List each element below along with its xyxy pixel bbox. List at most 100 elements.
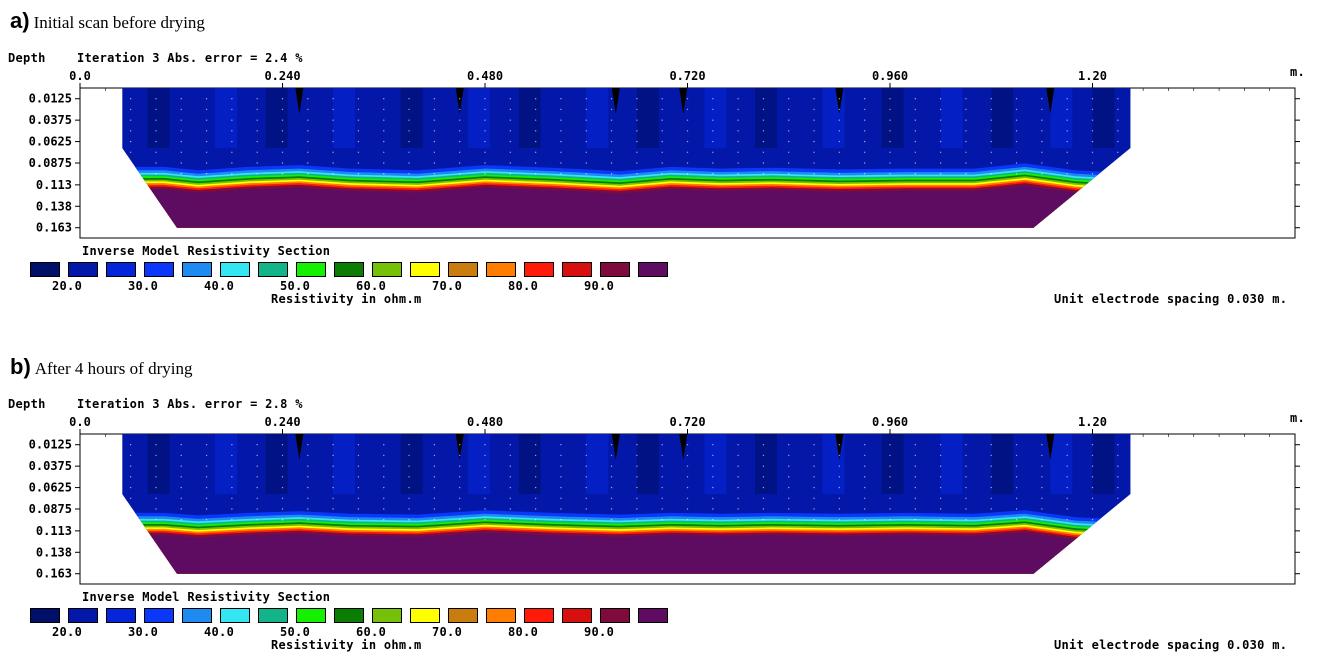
- panel-title: After 4 hours of drying: [34, 359, 193, 378]
- data-point: [1091, 151, 1094, 153]
- data-point: [180, 119, 182, 121]
- data-point: [1091, 173, 1094, 175]
- colorbar-swatch: [638, 262, 668, 277]
- data-point: [813, 508, 815, 510]
- data-point: [686, 465, 689, 467]
- y-tick-label: 0.113: [36, 178, 72, 192]
- data-point: [484, 98, 486, 100]
- data-point: [256, 508, 258, 510]
- data-point: [838, 476, 841, 478]
- data-point: [281, 130, 284, 132]
- colorbar-value-label: 20.0: [52, 625, 83, 639]
- data-point: [155, 508, 157, 510]
- data-point: [965, 444, 967, 446]
- data-point: [433, 508, 436, 510]
- data-point: [914, 173, 917, 175]
- data-point: [281, 486, 284, 489]
- data-point: [180, 130, 182, 132]
- data-point: [813, 486, 815, 489]
- data-point: [686, 476, 689, 478]
- data-point: [990, 486, 992, 489]
- low-resistivity-streak: [881, 434, 904, 494]
- data-point: [231, 162, 233, 164]
- data-point: [813, 173, 815, 175]
- data-point: [838, 119, 841, 121]
- data-point: [1041, 454, 1043, 457]
- data-point: [737, 519, 739, 521]
- data-point: [1091, 465, 1094, 467]
- colorbar-swatch: [638, 608, 668, 623]
- data-point: [762, 173, 765, 175]
- data-point: [534, 108, 537, 111]
- data-point: [863, 508, 866, 510]
- data-point: [712, 151, 714, 153]
- data-point: [408, 476, 410, 478]
- data-point: [1015, 454, 1018, 457]
- data-point: [408, 98, 410, 100]
- data-point: [889, 108, 891, 111]
- data-point: [458, 454, 461, 457]
- data-point: [990, 454, 992, 457]
- data-point: [838, 519, 841, 521]
- colorbar-swatch: [372, 262, 402, 277]
- data-point: [737, 151, 739, 153]
- data-point: [357, 497, 360, 499]
- low-resistivity-streak: [147, 434, 170, 494]
- data-point: [509, 140, 512, 143]
- colorbar-swatch: [258, 262, 288, 277]
- data-point: [813, 465, 815, 467]
- data-point: [762, 454, 765, 457]
- x-tick-label: 0.240: [264, 415, 300, 429]
- data-point: [433, 151, 436, 153]
- data-point: [484, 173, 486, 175]
- data-point: [939, 130, 942, 132]
- data-point: [458, 508, 461, 510]
- data-point: [357, 140, 360, 143]
- data-point: [610, 162, 613, 164]
- data-point: [534, 519, 537, 521]
- colorbar-value-label: 40.0: [204, 625, 235, 639]
- data-point: [231, 98, 233, 100]
- colorbar-swatch: [144, 262, 174, 277]
- data-point: [939, 476, 942, 478]
- data-point: [205, 173, 208, 175]
- data-point: [610, 508, 613, 510]
- data-point: [357, 444, 360, 446]
- data-point: [383, 508, 385, 510]
- data-point: [889, 497, 891, 499]
- data-point: [838, 162, 841, 164]
- data-point: [939, 98, 942, 100]
- colorbar-value-label: 20.0: [52, 279, 83, 293]
- data-point: [788, 98, 790, 100]
- data-point: [762, 140, 765, 143]
- iteration-text: Iteration 3 Abs. error = 2.8 %: [77, 397, 303, 411]
- data-point: [231, 173, 233, 175]
- data-point: [155, 151, 157, 153]
- data-point: [307, 465, 309, 467]
- data-point: [408, 108, 410, 111]
- data-point: [484, 162, 486, 164]
- data-point: [661, 130, 663, 132]
- data-point: [965, 173, 967, 175]
- data-point: [838, 173, 841, 175]
- colorbar-swatch: [296, 262, 326, 277]
- data-point: [180, 519, 182, 521]
- data-point: [889, 486, 891, 489]
- data-point: [1091, 162, 1094, 164]
- data-point: [585, 130, 587, 132]
- colorbar-swatch: [600, 262, 630, 277]
- data-point: [256, 454, 258, 457]
- data-point: [332, 130, 334, 132]
- data-point: [357, 173, 360, 175]
- data-point: [636, 162, 638, 164]
- data-point: [965, 140, 967, 143]
- data-point: [1117, 130, 1119, 132]
- data-point: [408, 140, 410, 143]
- data-point: [661, 454, 663, 457]
- data-point: [357, 130, 360, 132]
- data-point: [889, 444, 891, 446]
- low-resistivity-streak: [586, 88, 609, 148]
- data-point: [838, 151, 841, 153]
- data-point: [914, 508, 917, 510]
- data-point: [231, 454, 233, 457]
